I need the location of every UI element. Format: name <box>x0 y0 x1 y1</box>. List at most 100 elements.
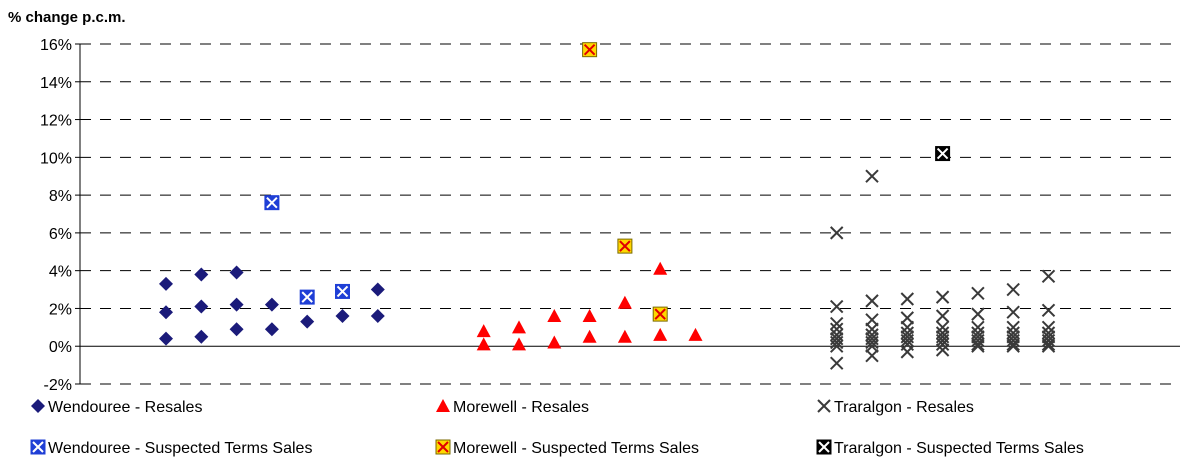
data-point <box>264 322 279 337</box>
data-point <box>829 339 844 353</box>
y-tick-label: 14% <box>40 75 72 92</box>
data-point <box>582 309 597 322</box>
legend-item: Morewell - Resales <box>436 399 589 416</box>
data-points <box>159 42 1056 370</box>
data-point <box>829 226 844 240</box>
data-point <box>582 42 598 58</box>
data-point <box>476 324 491 338</box>
data-point <box>865 339 879 353</box>
legend-marker <box>31 399 45 413</box>
data-point <box>829 316 844 331</box>
y-tick-label: 16% <box>40 37 72 54</box>
data-point <box>935 343 950 357</box>
data-point <box>935 337 950 352</box>
legend: Wendouree - Resales Wendouree - Suspected… <box>30 399 1084 457</box>
axes <box>79 44 1180 384</box>
data-point <box>900 320 915 335</box>
data-point <box>159 305 173 320</box>
data-point <box>1041 337 1056 352</box>
data-point <box>547 309 562 322</box>
data-point <box>1006 320 1020 335</box>
data-point <box>229 297 244 312</box>
data-point <box>865 169 879 183</box>
data-point <box>935 320 950 335</box>
legend-item: Wendouree - Resales <box>31 399 202 416</box>
legend-marker <box>817 399 831 413</box>
data-point <box>617 238 633 254</box>
legend-marker <box>816 439 832 455</box>
legend-item: Wendouree - Suspected Terms Sales <box>30 439 312 457</box>
y-tick-label: 0% <box>49 339 72 356</box>
y-tick-label: 12% <box>40 113 72 130</box>
data-point <box>829 335 844 350</box>
data-point <box>512 337 526 351</box>
data-point <box>971 286 985 301</box>
data-point <box>194 267 209 282</box>
data-point <box>229 322 244 337</box>
data-point <box>971 320 985 335</box>
data-point <box>617 295 632 309</box>
legend-item: Morewell - Suspected Terms Sales <box>435 439 699 457</box>
data-point <box>264 297 279 312</box>
data-point <box>971 339 985 353</box>
y-tick-label: -2% <box>44 377 72 394</box>
data-point <box>1041 320 1056 335</box>
data-point <box>935 333 950 348</box>
data-point <box>971 333 985 348</box>
data-point <box>865 322 879 336</box>
data-point <box>1041 303 1056 318</box>
legend-label: Wendouree - Resales <box>48 399 202 416</box>
data-point <box>829 299 844 314</box>
data-point <box>900 345 915 359</box>
data-point <box>512 320 526 334</box>
data-point <box>264 195 280 211</box>
y-tick-label: 8% <box>49 188 72 205</box>
data-point <box>582 329 597 343</box>
y-axis-ticks: -2% 0% 2% 4% 6% 8% 10% 12% 14% 16% <box>40 37 80 394</box>
gridlines <box>80 43 1180 385</box>
data-point <box>1006 337 1020 352</box>
y-tick-label: 2% <box>49 301 72 318</box>
data-point <box>971 307 985 321</box>
y-tick-label: 4% <box>49 264 72 281</box>
data-point <box>1041 339 1056 353</box>
legend-label: Morewell - Suspected Terms Sales <box>453 440 699 457</box>
data-point <box>900 311 915 325</box>
legend-label: Traralgon - Suspected Terms Sales <box>834 440 1084 457</box>
data-point <box>370 282 385 297</box>
data-point <box>1006 339 1020 353</box>
data-point <box>653 327 668 341</box>
data-point <box>370 309 385 323</box>
data-point <box>159 276 173 291</box>
data-point <box>1006 305 1020 319</box>
data-point <box>653 261 668 275</box>
legend-label: Wendouree - Suspected Terms Sales <box>48 440 312 457</box>
data-point <box>829 356 844 370</box>
data-point <box>1006 333 1020 348</box>
legend-marker <box>435 439 451 455</box>
legend-item: Traralgon - Resales <box>817 399 974 416</box>
data-point <box>476 337 491 351</box>
data-point <box>900 292 915 306</box>
data-point <box>194 329 209 344</box>
data-point <box>935 290 950 304</box>
data-point <box>935 146 951 162</box>
data-point <box>688 327 703 341</box>
data-point <box>865 335 879 350</box>
data-point <box>299 289 315 305</box>
data-point <box>159 331 173 346</box>
data-point <box>900 333 915 348</box>
data-point <box>865 348 879 363</box>
data-point <box>194 299 209 314</box>
data-point <box>865 313 879 327</box>
data-point <box>617 329 632 343</box>
legend-label: Traralgon - Resales <box>834 399 974 416</box>
data-point <box>652 306 668 322</box>
data-point <box>935 309 950 323</box>
legend-marker <box>436 399 450 412</box>
data-point <box>1041 269 1056 284</box>
legend-label: Morewell - Resales <box>453 399 589 416</box>
data-point <box>1006 282 1020 297</box>
y-tick-label: 6% <box>49 226 72 243</box>
